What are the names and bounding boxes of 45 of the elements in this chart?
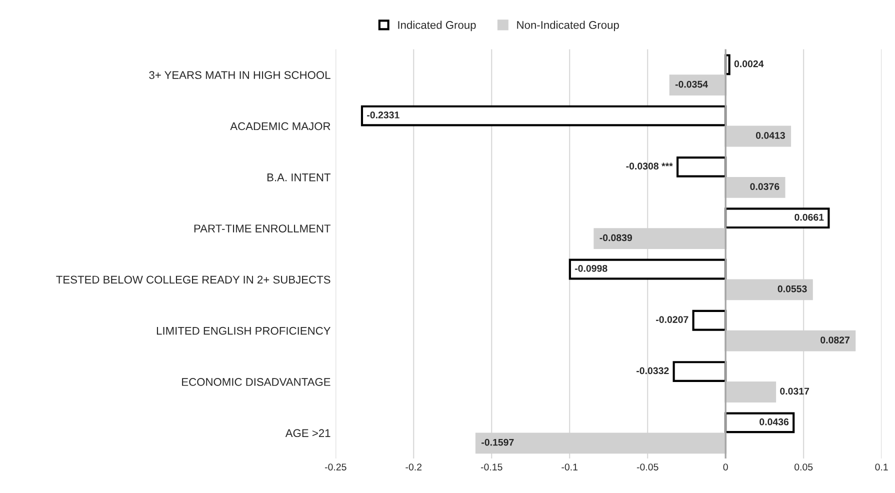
data-label: -0.2331 (367, 112, 400, 118)
data-label: 0.0376 (750, 183, 780, 190)
y-tick-label: LIMITED ENGLISH PROFICIENCY (156, 326, 331, 335)
data-label: -0.0998 (574, 264, 608, 272)
y-tick-label: TESTED BELOW COLLEGE READY IN 2+ SUBJECTS (56, 276, 330, 284)
x-tick-label: -0.25 (324, 464, 346, 470)
x-tick-label: 0 (723, 464, 728, 470)
legend-label: Indicated Group (398, 20, 476, 32)
data-label: -0.0839 (600, 234, 632, 242)
data-label: -0.0332 (636, 367, 669, 374)
y-tick-label: AGE >21 (285, 429, 330, 438)
bar (724, 208, 830, 229)
data-label: 0.0553 (778, 285, 807, 292)
data-label: 0.0436 (760, 418, 789, 426)
bar (724, 382, 776, 402)
data-label: 0.0661 (794, 214, 824, 221)
legend-label: Non-Indicated Group (517, 20, 619, 32)
y-tick-label: ECONOMIC DISADVANTAGE (182, 378, 330, 386)
data-label: 0.0024 (734, 60, 764, 68)
x-tick-label: -0.15 (480, 464, 502, 470)
bar (669, 74, 727, 96)
bar (568, 258, 727, 280)
bar (724, 126, 792, 147)
bar (724, 412, 795, 434)
data-label: -0.0354 (675, 80, 708, 88)
data-label: 0.0413 (756, 132, 785, 139)
bar (692, 310, 727, 331)
y-tick-label: ACADEMIC MAJOR (230, 122, 330, 130)
x-tick-label: 0.1 (875, 464, 888, 470)
bar (360, 105, 727, 126)
y-tick-label: PART-TIME ENROLLMENT (194, 224, 331, 232)
bar (676, 156, 727, 178)
data-label: 0.0317 (780, 388, 810, 395)
x-tick-label: -0.2 (406, 464, 422, 470)
bar (672, 361, 727, 382)
bar (724, 176, 786, 198)
x-tick-label: 0.05 (794, 464, 813, 470)
data-label: 0.0827 (820, 336, 850, 344)
data-label: -0.1597 (482, 438, 514, 446)
x-tick-label: -0.1 (562, 464, 578, 470)
x-tick-label: -0.05 (636, 464, 658, 470)
y-tick-label: 3+ YEARS MATH IN HIGH SCHOOL (149, 71, 330, 80)
y-tick-label: B.A. INTENT (267, 174, 331, 182)
data-label: -0.0308 *** (626, 162, 673, 170)
data-label: -0.0207 (656, 316, 688, 323)
